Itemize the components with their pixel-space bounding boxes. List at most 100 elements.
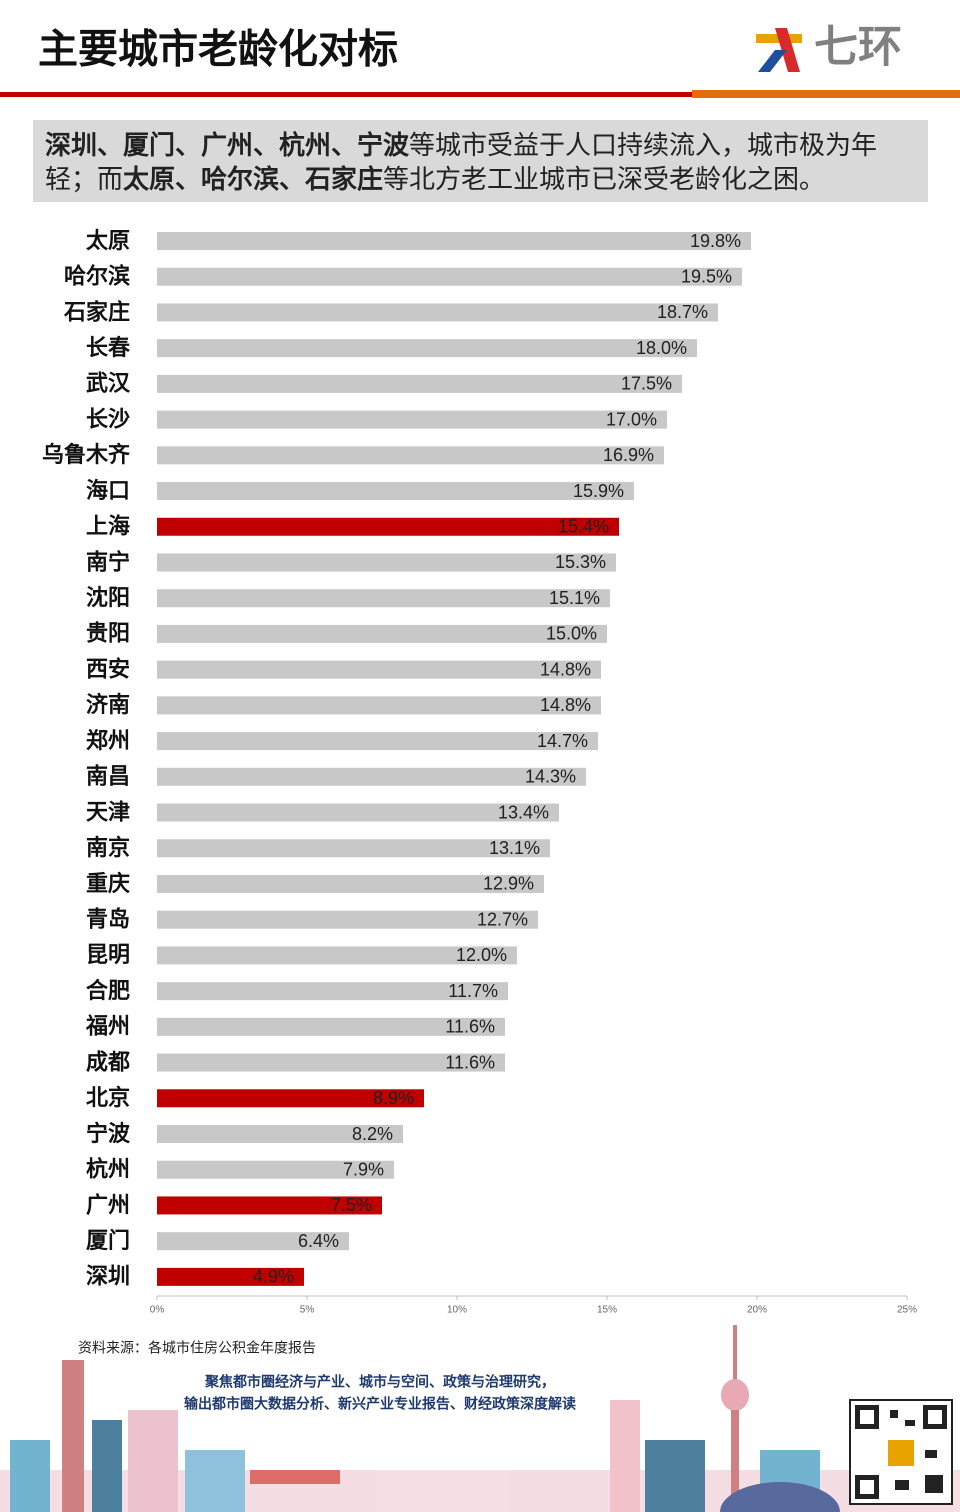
qr-code: [849, 1399, 953, 1505]
y-tick-label: 长春: [86, 335, 130, 360]
header-rule: [0, 92, 692, 97]
y-tick-label: 乌鲁木齐: [42, 442, 131, 467]
y-tick-label: 南宁: [86, 549, 130, 574]
y-tick-label: 武汉: [86, 371, 131, 396]
bar: [157, 696, 601, 715]
value-label: 7.5%: [331, 1195, 372, 1215]
header-rule: [692, 90, 960, 98]
bar: [157, 767, 586, 786]
value-label: 15.1%: [549, 588, 600, 608]
bar: [157, 446, 664, 465]
bar: [157, 1160, 394, 1179]
bar: [157, 982, 508, 1001]
bar: [157, 839, 550, 858]
value-label: 12.0%: [456, 945, 507, 965]
y-tick-label: 西安: [86, 656, 130, 681]
y-tick-label: 海口: [86, 478, 130, 503]
bar: [157, 589, 610, 608]
y-tick-label: 昆明: [86, 942, 130, 967]
y-tick-label: 天津: [86, 799, 130, 824]
y-tick-label: 太原: [86, 228, 130, 253]
bar: [157, 374, 682, 393]
value-label: 11.7%: [448, 981, 498, 1001]
y-tick-label: 合肥: [86, 978, 130, 1003]
logo-icon: [756, 28, 802, 72]
source-note: 资料来源：各城市住房公积金年度报告: [78, 1340, 316, 1356]
y-tick-label: 厦门: [86, 1228, 130, 1253]
y-tick-label: 贵阳: [86, 621, 130, 646]
bar: [157, 1125, 403, 1143]
y-tick-label: 沈阳: [86, 585, 130, 610]
subtitle-run: 等城市受益于人口持续流入，城市极为年轻；而: [45, 130, 878, 194]
bar: [157, 1017, 505, 1036]
bar: [157, 1232, 349, 1251]
chart-title: 主要城市老龄化对标: [38, 28, 398, 72]
bar: [157, 553, 616, 572]
y-tick-label: 石家庄: [63, 299, 130, 324]
bar: [157, 232, 751, 250]
y-tick-label: 南京: [86, 835, 130, 860]
value-label: 15.3%: [555, 552, 606, 572]
value-label: 7.9%: [343, 1159, 384, 1179]
value-label: 13.4%: [498, 802, 549, 822]
subtitle-box: 深圳、厦门、广州、杭州、宁波等城市受益于人口持续流入，城市极为年轻；而太原、哈尔…: [33, 120, 928, 202]
value-label: 12.7%: [477, 909, 528, 929]
y-tick-label: 哈尔滨: [64, 264, 130, 289]
x-tick-label: 20%: [747, 1305, 767, 1316]
value-label: 11.6%: [445, 1017, 495, 1037]
bar: [157, 660, 601, 679]
value-label: 13.1%: [489, 838, 540, 858]
y-tick-label: 重庆: [86, 871, 130, 896]
bar: [157, 1089, 424, 1108]
value-label: 4.9%: [253, 1267, 294, 1287]
value-label: 11.6%: [445, 1052, 495, 1072]
bar: [157, 303, 718, 322]
value-label: 17.0%: [606, 409, 657, 429]
y-tick-label: 南昌: [86, 764, 130, 789]
x-tick-label: 0%: [150, 1305, 165, 1316]
x-tick-label: 25%: [897, 1305, 917, 1316]
y-tick-label: 上海: [86, 514, 130, 539]
y-tick-label: 北京: [86, 1085, 130, 1110]
value-label: 8.9%: [373, 1088, 414, 1108]
subtitle-run: 等北方老工业城市已深受老龄化之困。: [383, 164, 826, 194]
y-tick-label: 广州: [86, 1192, 130, 1217]
y-tick-label: 深圳: [86, 1264, 130, 1289]
bar: [157, 946, 517, 965]
y-tick-label: 福州: [85, 1014, 130, 1039]
y-tick-label: 青岛: [86, 906, 130, 931]
value-label: 16.9%: [603, 445, 654, 465]
bar: [157, 410, 667, 429]
x-tick-label: 10%: [447, 1305, 467, 1316]
value-label: 14.8%: [540, 695, 591, 715]
value-label: 14.3%: [525, 767, 576, 787]
y-tick-label: 长沙: [86, 406, 130, 431]
bar: [157, 874, 544, 893]
value-label: 6.4%: [298, 1231, 339, 1251]
value-label: 15.0%: [546, 624, 597, 644]
tagline: 聚焦都市圈经济与产业、城市与空间、政策与治理研究，: [204, 1374, 555, 1390]
bar: [157, 339, 697, 358]
y-tick-label: 杭州: [86, 1157, 130, 1182]
subtitle-run: 深圳、厦门、广州、杭州、宁波: [45, 130, 410, 160]
bar: [157, 267, 742, 286]
y-tick-label: 成都: [86, 1049, 130, 1074]
value-label: 14.8%: [540, 659, 591, 679]
bar: [157, 1053, 505, 1072]
bar: [157, 482, 634, 501]
bar: [157, 803, 559, 822]
value-label: 18.0%: [636, 338, 687, 358]
value-label: 8.2%: [352, 1124, 393, 1144]
value-label: 14.7%: [537, 731, 588, 751]
logo-text: 七环: [814, 23, 902, 72]
bar: [157, 1196, 382, 1215]
value-label: 19.5%: [681, 266, 732, 286]
value-label: 19.8%: [690, 231, 741, 251]
bar: [157, 517, 619, 536]
value-label: 18.7%: [657, 302, 708, 322]
subtitle-run: 太原、哈尔滨、石家庄: [123, 164, 384, 194]
value-label: 17.5%: [621, 374, 672, 394]
x-tick-label: 5%: [300, 1305, 315, 1316]
